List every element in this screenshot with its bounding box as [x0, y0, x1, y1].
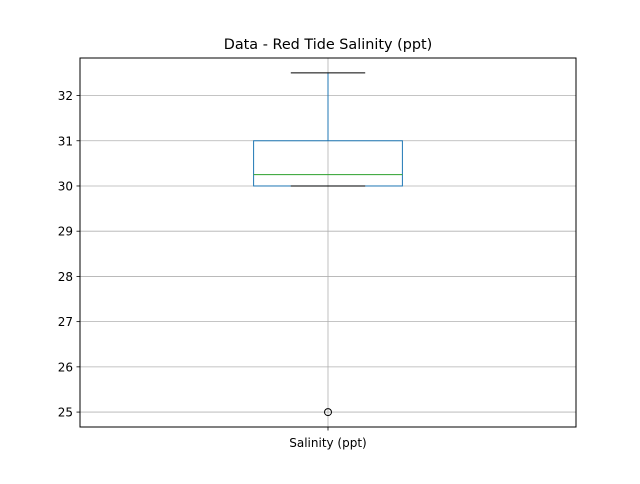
plot-area — [253, 72, 403, 417]
axes: 25 26 27 28 29 30 31 32 Salinity (ppt) — [58, 89, 367, 450]
y-tick-label: 29 — [58, 225, 73, 239]
y-tick-label: 31 — [58, 134, 73, 148]
y-tick-label: 25 — [58, 406, 73, 420]
chart-title: Data - Red Tide Salinity (ppt) — [224, 37, 432, 53]
y-tick-label: 26 — [58, 360, 73, 374]
y-tick-label: 28 — [58, 270, 73, 284]
y-tick-label: 30 — [58, 179, 73, 193]
plot-frame — [79, 57, 577, 428]
outlier-point — [324, 408, 332, 417]
x-tick-label: Salinity (ppt) — [289, 436, 367, 450]
y-tick-label: 27 — [58, 315, 73, 329]
y-tick-label: 32 — [58, 89, 73, 103]
